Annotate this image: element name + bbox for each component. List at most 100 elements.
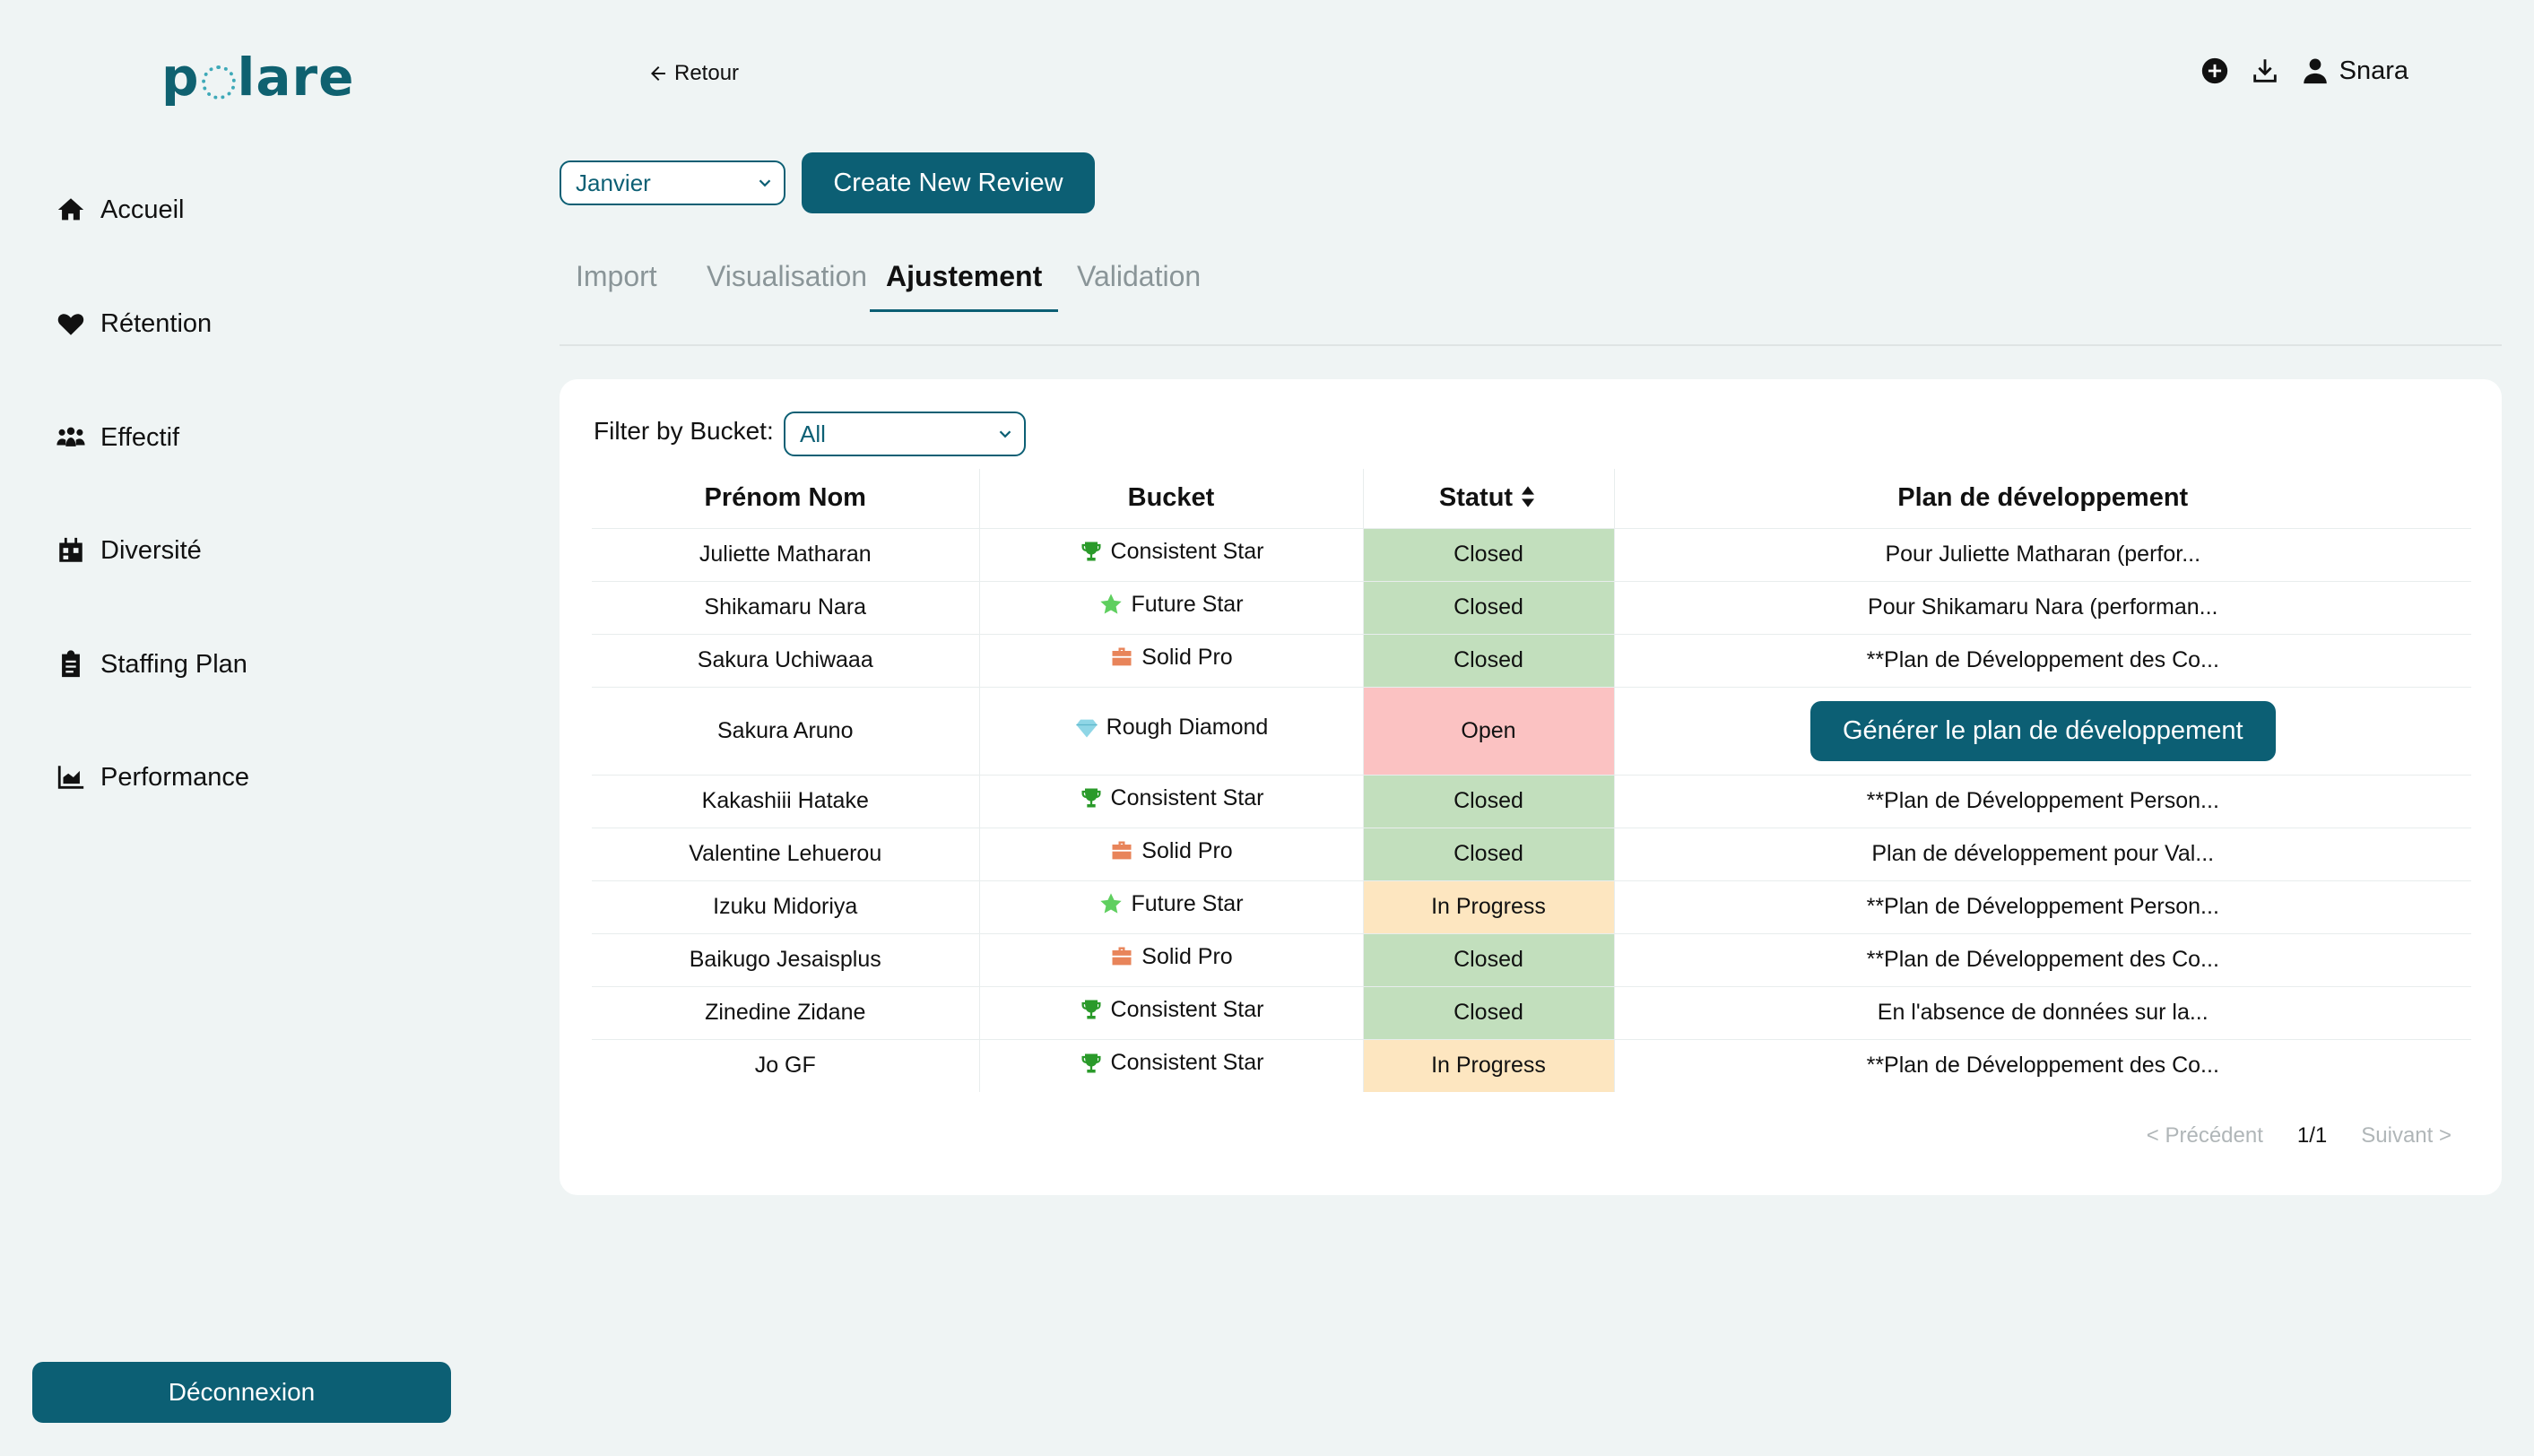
sidebar-item-retention[interactable]: Rétention xyxy=(56,308,212,339)
star-icon xyxy=(1100,893,1123,914)
prev-page-button[interactable]: < Précédent xyxy=(2146,1123,2263,1148)
create-review-button[interactable]: Create New Review xyxy=(802,152,1095,213)
diamond-icon xyxy=(1075,719,1098,738)
table-row[interactable]: Juliette Matharan Consistent Star Closed… xyxy=(592,527,2471,581)
employee-name: Baikugo Jesaisplus xyxy=(689,947,881,972)
plan-text: **Plan de Développement des Co... xyxy=(1866,947,2219,972)
cell-name: Valentine Lehuerou xyxy=(592,827,980,880)
table-row[interactable]: Sakura Uchiwaaa Solid Pro Closed **Plan … xyxy=(592,633,2471,687)
cell-name: Kakashiii Hatake xyxy=(592,774,980,828)
sidebar-item-staffing-plan[interactable]: Staffing Plan xyxy=(56,649,247,680)
status-badge: Closed xyxy=(1454,594,1523,620)
calendar-icon xyxy=(59,537,82,562)
logo-ring-icon xyxy=(201,65,236,100)
table-row[interactable]: Zinedine Zidane Consistent Star Closed E… xyxy=(592,985,2471,1039)
table-row[interactable]: Shikamaru Nara Future Star Closed Pour S… xyxy=(592,580,2471,634)
trophy-icon xyxy=(1081,1053,1101,1072)
cell-name: Jo GF xyxy=(592,1038,980,1092)
briefcase-icon xyxy=(1112,841,1132,860)
cell-bucket: Future Star xyxy=(979,580,1364,634)
employee-name: Zinedine Zidane xyxy=(705,1000,866,1025)
trophy-icon xyxy=(1081,542,1101,561)
home-icon xyxy=(57,198,84,221)
plan-text: Plan de développement pour Val... xyxy=(1871,841,2215,866)
page-indicator: 1/1 xyxy=(2296,1123,2328,1148)
cell-plan: Plan de développement pour Val... xyxy=(1614,827,2471,880)
bucket-badge: Consistent Star xyxy=(1079,1050,1264,1076)
header-status[interactable]: Statut xyxy=(1363,469,1615,528)
bucket-filter-select[interactable]: All xyxy=(784,412,1026,456)
employee-name: Sakura Aruno xyxy=(717,717,854,743)
pagination: < Précédent 1/1 Suivant > xyxy=(2147,1123,2452,1148)
bucket-badge: Solid Pro xyxy=(1109,645,1233,671)
table-row[interactable]: Sakura Aruno Rough Diamond Open Générer … xyxy=(592,686,2471,775)
bucket-badge: Consistent Star xyxy=(1079,785,1263,811)
chart-icon xyxy=(57,766,84,789)
cell-status: Closed xyxy=(1363,633,1615,687)
cell-name: Juliette Matharan xyxy=(592,527,980,581)
bucket-badge: Solid Pro xyxy=(1109,837,1233,864)
sidebar-item-label: Effectif xyxy=(100,422,180,452)
plan-text: En l'absence de données sur la... xyxy=(1877,1000,2209,1025)
status-badge: Closed xyxy=(1454,1000,1523,1025)
table-row[interactable]: Valentine Lehuerou Solid Pro Closed Plan… xyxy=(592,827,2471,880)
table-row[interactable]: Baikugo Jesaisplus Solid Pro Closed **Pl… xyxy=(592,932,2471,986)
sidebar-item-accueil[interactable]: Accueil xyxy=(56,195,185,225)
cell-plan: Générer le plan de développement xyxy=(1614,686,2471,775)
cell-status: In Progress xyxy=(1363,880,1615,933)
bucket-label: Consistent Star xyxy=(1110,1050,1264,1075)
download-icon[interactable] xyxy=(2250,56,2280,86)
sidebar-item-performance[interactable]: Performance xyxy=(56,762,249,793)
bucket-label: Future Star xyxy=(1131,890,1244,916)
bucket-label: Solid Pro xyxy=(1141,943,1233,969)
logout-button[interactable]: Déconnexion xyxy=(32,1362,451,1423)
status-badge: Closed xyxy=(1454,647,1523,672)
bucket-label: Solid Pro xyxy=(1141,837,1233,863)
tab-ajustement[interactable]: Ajustement xyxy=(870,260,1059,312)
cell-status: Closed xyxy=(1363,774,1615,828)
cell-status: Closed xyxy=(1363,932,1615,986)
arrow-left-icon xyxy=(651,66,665,81)
table-row[interactable]: Kakashiii Hatake Consistent Star Closed … xyxy=(592,774,2471,828)
bucket-badge: Solid Pro xyxy=(1109,943,1233,970)
header-actions: Snara xyxy=(2180,56,2408,86)
cell-plan: **Plan de Développement des Co... xyxy=(1614,633,2471,687)
cell-plan: **Plan de Développement des Co... xyxy=(1614,932,2471,986)
user-name[interactable]: Snara xyxy=(2339,56,2408,85)
status-badge: In Progress xyxy=(1431,1053,1546,1079)
header-status-label: Statut xyxy=(1438,483,1514,513)
next-page-button[interactable]: Suivant > xyxy=(2361,1123,2452,1148)
back-link[interactable]: Retour xyxy=(647,61,739,86)
table-header-row: Prénom Nom Bucket Statut Plan de dévelop… xyxy=(592,469,2471,528)
sidebar-item-effectif[interactable]: Effectif xyxy=(56,422,179,453)
review-card: Filter by Bucket: All Prénom Nom Bucket … xyxy=(560,379,2502,1195)
bucket-badge: Rough Diamond xyxy=(1074,715,1269,741)
month-select[interactable]: Janvier xyxy=(560,160,785,205)
plan-text: **Plan de Développement des Co... xyxy=(1866,647,2219,672)
chevron-down-icon xyxy=(759,179,771,187)
sidebar-item-diversite[interactable]: Diversité xyxy=(56,535,202,566)
cell-name: Sakura Uchiwaaa xyxy=(592,633,980,687)
tab-import[interactable]: Import xyxy=(576,260,657,292)
tab-validation[interactable]: Validation xyxy=(1077,260,1202,292)
bucket-label: Rough Diamond xyxy=(1106,715,1269,741)
table-row[interactable]: Izuku Midoriya Future Star In Progress *… xyxy=(592,880,2471,933)
cell-plan: **Plan de Développement des Co... xyxy=(1614,1038,2471,1092)
sort-icon[interactable] xyxy=(1518,484,1538,509)
plan-text: Pour Juliette Matharan (perfor... xyxy=(1885,542,2201,567)
user-icon[interactable] xyxy=(2300,56,2330,86)
trophy-icon xyxy=(1081,788,1101,808)
cell-name: Baikugo Jesaisplus xyxy=(592,932,980,986)
cell-bucket: Solid Pro xyxy=(979,827,1364,880)
generate-plan-button[interactable]: Générer le plan de développement xyxy=(1809,700,2276,761)
status-badge: Closed xyxy=(1454,788,1523,813)
cell-name: Sakura Aruno xyxy=(592,686,980,775)
star-icon xyxy=(1100,594,1123,614)
cell-bucket: Consistent Star xyxy=(979,774,1364,828)
table-row[interactable]: Jo GF Consistent Star In Progress **Plan… xyxy=(592,1038,2471,1092)
tab-visualisation[interactable]: Visualisation xyxy=(707,260,868,292)
sidebar-item-label: Performance xyxy=(100,762,250,792)
cell-status: Closed xyxy=(1363,985,1615,1039)
tabs: Import Visualisation Ajustement Validati… xyxy=(560,260,2502,346)
add-circle-icon[interactable] xyxy=(2200,56,2230,86)
